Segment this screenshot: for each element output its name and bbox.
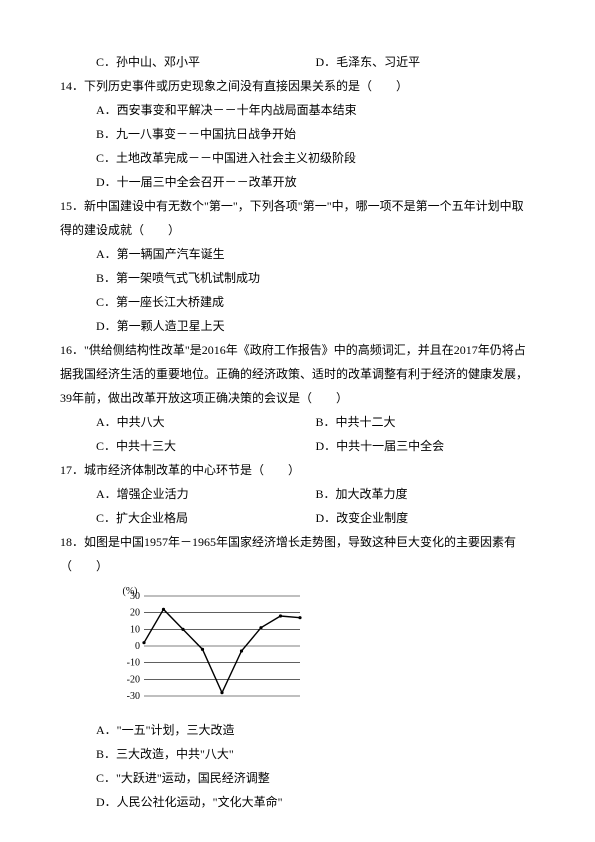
q16-stem: 16．"供给侧结构性改革"是2016年《政府工作报告》中的高频词汇，并且在201… <box>60 338 535 410</box>
q16-option-c: C．中共十三大 <box>96 439 176 453</box>
q13-options-cd: C．孙中山、邓小平 D．毛泽东、习近平 <box>60 50 535 74</box>
q14-option-a: A．西安事变和平解决－－十年内战局面基本结束 <box>60 98 535 122</box>
q17-options-ab: A．增强企业活力 B．加大改革力度 <box>60 482 535 506</box>
q18-stem: 18．如图是中国1957年－1965年国家经济增长走势图，导致这种巨大变化的主要… <box>60 530 535 578</box>
q14-stem: 14．下列历史事件或历史现象之间没有直接因果关系的是（ ） <box>60 74 535 98</box>
q15-option-c: C．第一座长江大桥建成 <box>60 290 535 314</box>
q17-option-c: C．扩大企业格局 <box>96 511 188 525</box>
q14-option-d: D．十一届三中全会召开－－改革开放 <box>60 170 535 194</box>
q16-option-a: A．中共八大 <box>96 415 165 429</box>
q16-option-b: B．中共十二大 <box>316 415 396 429</box>
q15-stem: 15．新中国建设中有无数个"第一"，下列各项"第一"中，哪一项不是第一个五年计划… <box>60 194 535 242</box>
q16-option-d: D．中共十一届三中全会 <box>316 439 445 453</box>
q15-option-d: D．第一颗人造卫星上天 <box>60 314 535 338</box>
svg-text:0: 0 <box>135 641 140 652</box>
q15-option-b: B．第一架喷气式飞机试制成功 <box>60 266 535 290</box>
q15-option-a: A．第一辆国产汽车诞生 <box>60 242 535 266</box>
q18-option-c: C．"大跃进"运动，国民经济调整 <box>60 766 535 790</box>
q18-option-a: A．"一五"计划，三大改造 <box>60 718 535 742</box>
q17-option-b: B．加大改革力度 <box>316 487 408 501</box>
q17-option-a: A．增强企业活力 <box>96 487 189 501</box>
svg-text:-10: -10 <box>127 658 140 669</box>
q18-option-b: B．三大改造，中共"八大" <box>60 742 535 766</box>
line-chart-svg: (%)-30-20-100102030 <box>116 584 306 704</box>
q17-stem: 17．城市经济体制改革的中心环节是（ ） <box>60 458 535 482</box>
q18-chart: (%)-30-20-100102030 <box>116 584 535 712</box>
q16-options-cd: C．中共十三大 D．中共十一届三中全会 <box>60 434 535 458</box>
svg-text:30: 30 <box>130 591 140 602</box>
svg-text:-20: -20 <box>127 674 140 685</box>
svg-text:-30: -30 <box>127 691 140 702</box>
q17-option-d: D．改变企业制度 <box>316 511 409 525</box>
q13-option-d: D．毛泽东、习近平 <box>316 55 421 69</box>
q17-options-cd: C．扩大企业格局 D．改变企业制度 <box>60 506 535 530</box>
q16-options-ab: A．中共八大 B．中共十二大 <box>60 410 535 434</box>
q14-option-c: C．土地改革完成－－中国进入社会主义初级阶段 <box>60 146 535 170</box>
svg-text:10: 10 <box>130 624 140 635</box>
q14-option-b: B．九一八事变－－中国抗日战争开始 <box>60 122 535 146</box>
svg-text:20: 20 <box>130 608 140 619</box>
q13-option-c: C．孙中山、邓小平 <box>96 55 200 69</box>
q18-option-d: D．人民公社化运动，"文化大革命" <box>60 790 535 814</box>
